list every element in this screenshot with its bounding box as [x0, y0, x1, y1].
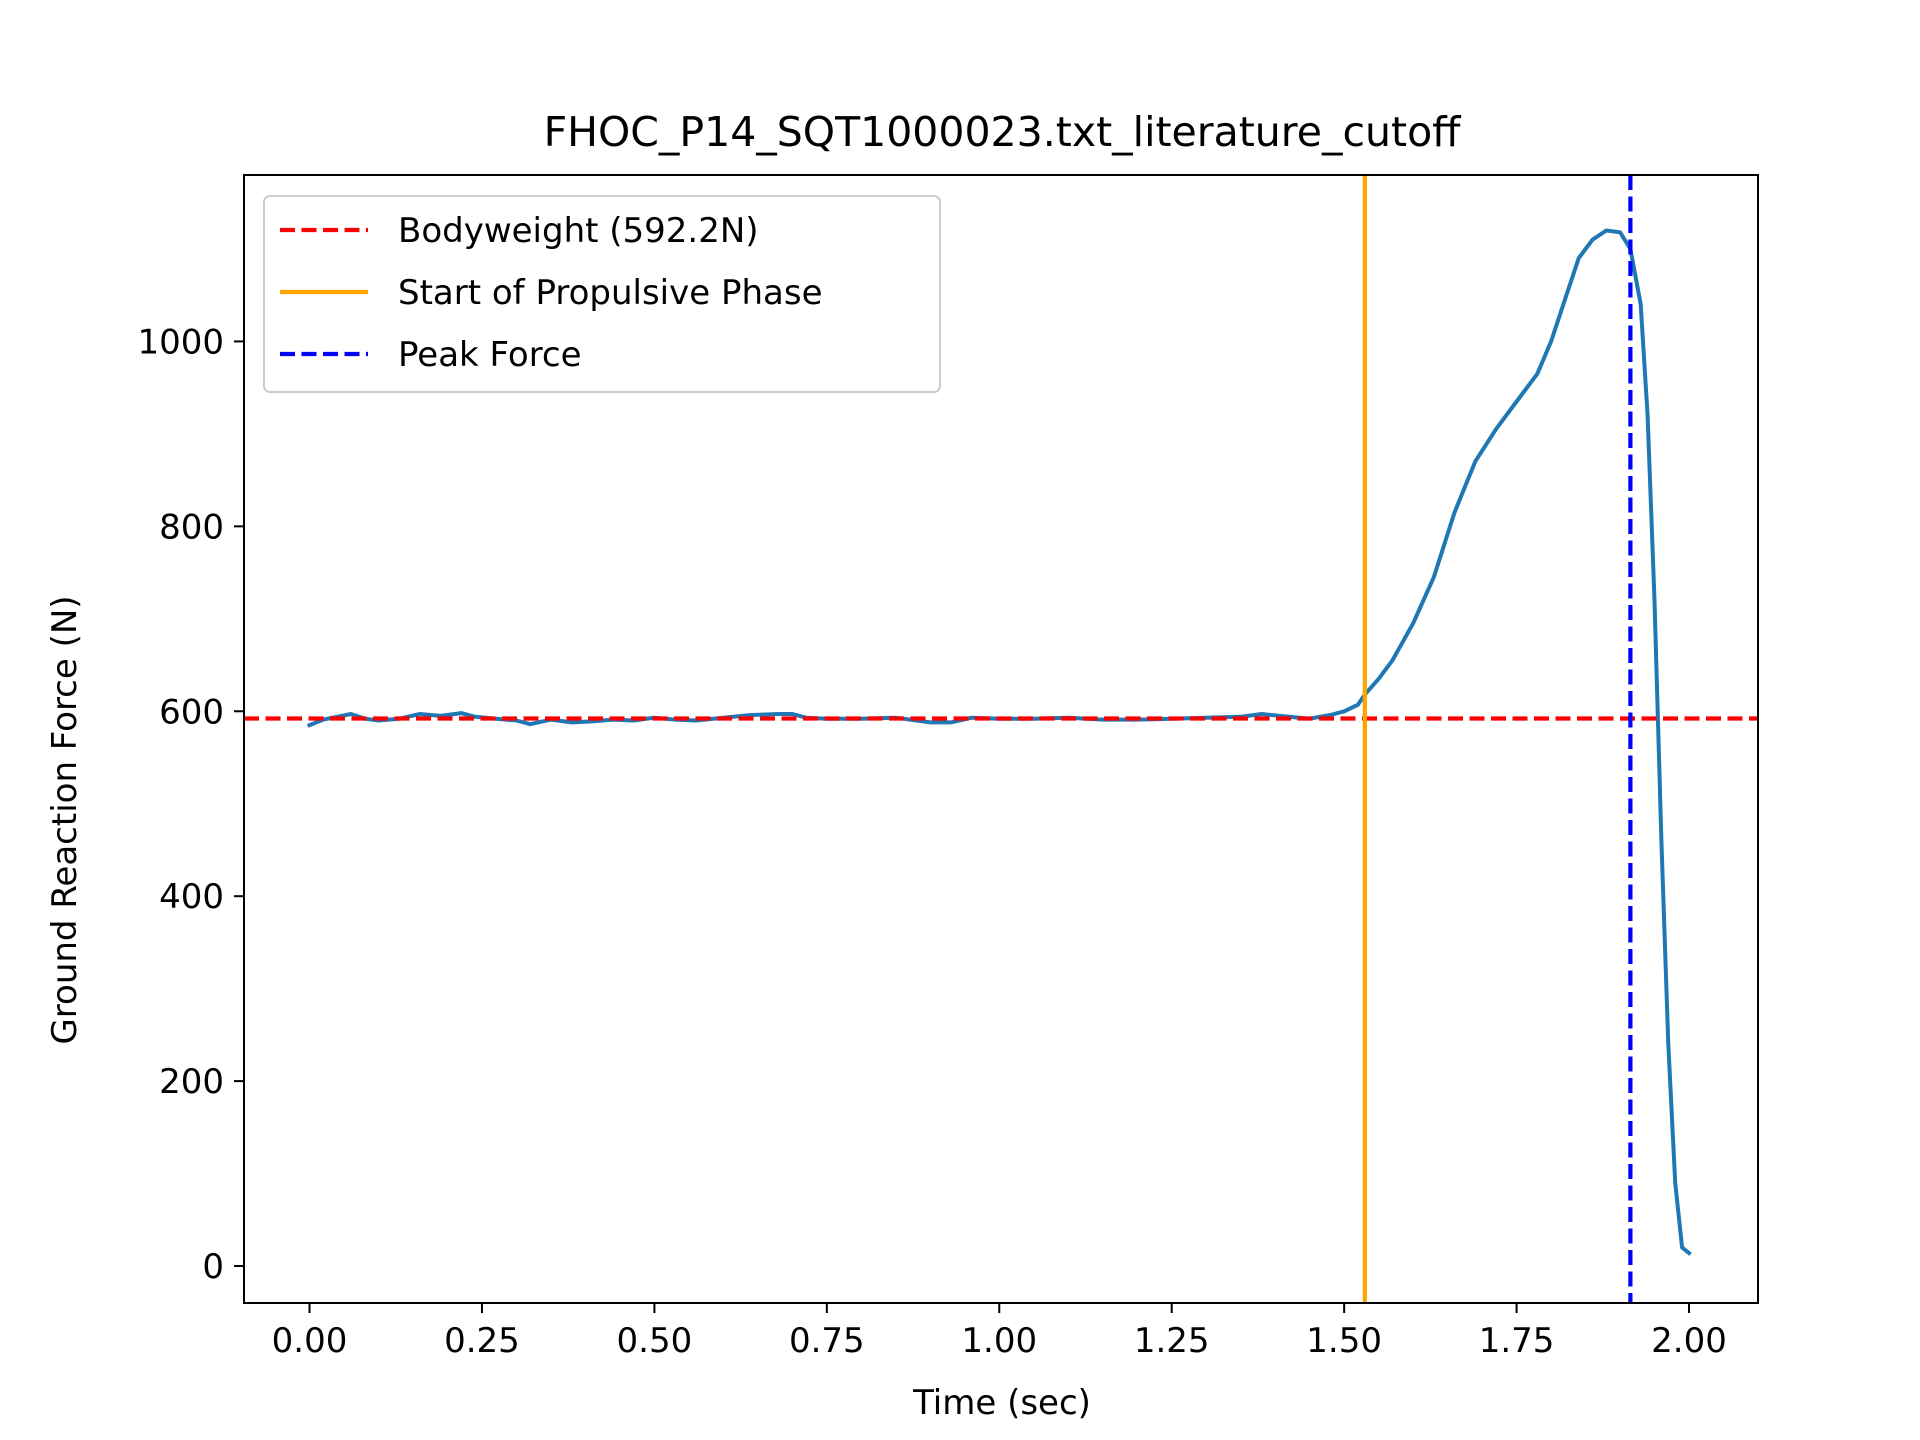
x-tick-label: 1.00 [961, 1321, 1037, 1361]
x-axis-label: Time (sec) [912, 1383, 1091, 1423]
legend-label: Bodyweight (592.2N) [398, 211, 759, 251]
y-tick-label: 1000 [137, 322, 224, 362]
legend-label: Start of Propulsive Phase [398, 273, 823, 313]
x-tick-label: 0.25 [444, 1321, 520, 1361]
y-tick-label: 400 [159, 877, 224, 917]
x-tick-label: 2.00 [1651, 1321, 1727, 1361]
x-tick-label: 0.50 [617, 1321, 693, 1361]
legend-item-propulsive-start: Start of Propulsive Phase [280, 273, 823, 313]
legend-item-bodyweight: Bodyweight (592.2N) [280, 211, 759, 251]
legend-item-peak-force: Peak Force [280, 335, 582, 375]
x-tick-label: 1.25 [1134, 1321, 1210, 1361]
plot-content [244, 175, 1758, 1303]
y-tick-label: 200 [159, 1062, 224, 1102]
y-tick-label: 800 [159, 507, 224, 547]
y-tick-label: 0 [202, 1247, 224, 1287]
legend: Bodyweight (592.2N) Start of Propulsive P… [263, 195, 941, 393]
plot-area: 0.00 0.25 0.50 0.75 1.00 1.25 1.50 1.75 2.00 0 200… [137, 174, 1759, 1361]
x-tick-label: 0.75 [789, 1321, 865, 1361]
axes-frame [243, 174, 1759, 1304]
x-tick-label: 0.00 [272, 1321, 348, 1361]
chart-title: FHOC_P14_SQT1000023.txt_literature_cutof… [544, 108, 1463, 156]
legend-box [263, 195, 941, 393]
y-tick-label: 600 [159, 692, 224, 732]
x-tick-label: 1.50 [1306, 1321, 1382, 1361]
legend-label: Peak Force [398, 335, 582, 375]
y-axis-label: Ground Reaction Force (N) [45, 595, 85, 1044]
x-tick-label: 1.75 [1479, 1321, 1555, 1361]
